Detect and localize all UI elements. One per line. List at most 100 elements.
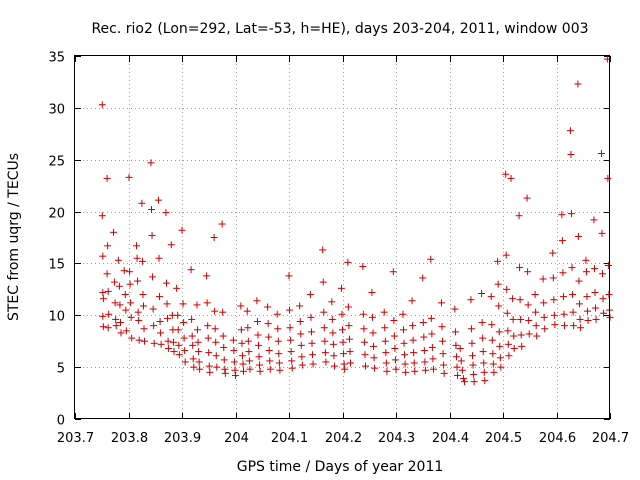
data-point bbox=[451, 305, 459, 313]
data-point bbox=[558, 237, 566, 245]
data-point bbox=[368, 288, 376, 296]
data-point bbox=[210, 234, 218, 241]
data-point bbox=[409, 322, 417, 330]
data-point bbox=[164, 337, 172, 345]
data-point bbox=[127, 299, 135, 307]
data-point bbox=[307, 328, 315, 336]
data-point bbox=[243, 307, 251, 315]
data-point bbox=[245, 357, 253, 365]
data-point bbox=[308, 339, 316, 347]
data-point bbox=[156, 293, 164, 301]
data-point bbox=[362, 362, 370, 370]
x-tick-label: 203.9 bbox=[164, 431, 201, 446]
data-point bbox=[237, 326, 245, 334]
chart-title: Rec. rio2 (Lon=292, Lat=-53, h=HE), days… bbox=[91, 21, 588, 37]
x-tick-label: 203.7 bbox=[57, 431, 94, 446]
data-point bbox=[297, 341, 305, 349]
data-point bbox=[307, 313, 315, 321]
data-point bbox=[149, 273, 157, 281]
data-point bbox=[523, 194, 531, 202]
data-point bbox=[502, 251, 510, 259]
data-point bbox=[256, 361, 264, 369]
data-point bbox=[203, 299, 211, 307]
data-point bbox=[368, 313, 376, 321]
data-point bbox=[126, 268, 134, 276]
data-point bbox=[469, 361, 477, 369]
data-point bbox=[427, 255, 435, 263]
data-point bbox=[456, 344, 464, 352]
data-point bbox=[502, 170, 510, 178]
data-point bbox=[253, 297, 261, 305]
data-point bbox=[244, 324, 252, 332]
data-point bbox=[321, 349, 329, 357]
data-point bbox=[99, 288, 107, 296]
data-point bbox=[170, 348, 178, 356]
data-point bbox=[604, 174, 612, 182]
data-point bbox=[211, 325, 219, 333]
data-point bbox=[204, 322, 212, 330]
data-point bbox=[359, 310, 367, 318]
x-tick-label: 204.1 bbox=[271, 431, 308, 446]
data-point bbox=[329, 329, 337, 337]
data-point bbox=[138, 199, 146, 207]
data-point bbox=[458, 366, 466, 374]
data-point bbox=[273, 310, 281, 318]
data-point bbox=[428, 343, 436, 351]
data-point bbox=[549, 249, 557, 257]
data-point bbox=[188, 332, 196, 340]
x-tick-label: 203.8 bbox=[111, 431, 148, 446]
data-point bbox=[111, 299, 119, 307]
data-point bbox=[221, 365, 229, 373]
data-point bbox=[467, 325, 475, 333]
data-point bbox=[503, 309, 511, 317]
data-point bbox=[599, 295, 607, 303]
data-point bbox=[451, 328, 459, 336]
data-point bbox=[551, 321, 559, 329]
data-point bbox=[104, 324, 112, 332]
data-point bbox=[219, 308, 227, 316]
data-point bbox=[128, 334, 136, 342]
data-point bbox=[561, 322, 569, 330]
data-point bbox=[296, 302, 304, 310]
data-point bbox=[420, 333, 428, 341]
data-point bbox=[338, 310, 346, 318]
data-point bbox=[103, 270, 111, 278]
data-point bbox=[245, 348, 253, 356]
data-point bbox=[231, 366, 239, 374]
data-point bbox=[590, 265, 598, 273]
data-point bbox=[344, 258, 352, 266]
data-point bbox=[220, 343, 228, 351]
data-point bbox=[489, 360, 497, 368]
data-point bbox=[452, 353, 460, 361]
data-point bbox=[156, 318, 164, 326]
data-point bbox=[122, 306, 130, 314]
data-point bbox=[494, 257, 502, 265]
data-point bbox=[567, 151, 575, 159]
data-point bbox=[115, 282, 123, 290]
data-point bbox=[516, 264, 524, 272]
data-point bbox=[256, 367, 264, 375]
data-point bbox=[237, 302, 245, 310]
data-point bbox=[437, 299, 445, 307]
data-point bbox=[246, 365, 254, 373]
data-point bbox=[135, 336, 143, 344]
data-point bbox=[391, 356, 399, 364]
data-point bbox=[116, 301, 124, 309]
data-point bbox=[188, 315, 196, 323]
data-point bbox=[496, 354, 504, 362]
data-point bbox=[329, 340, 337, 348]
data-point bbox=[382, 359, 390, 367]
data-point bbox=[457, 357, 465, 365]
data-point bbox=[164, 314, 172, 322]
data-point bbox=[120, 267, 128, 275]
data-point bbox=[134, 277, 142, 285]
data-point bbox=[254, 331, 262, 339]
x-axis-label: GPS time / Days of year 2011 bbox=[237, 459, 444, 475]
data-point bbox=[532, 322, 540, 330]
data-point bbox=[187, 266, 195, 274]
data-point bbox=[230, 358, 238, 366]
data-point bbox=[288, 364, 296, 372]
data-point bbox=[230, 347, 238, 355]
data-point bbox=[479, 334, 487, 342]
